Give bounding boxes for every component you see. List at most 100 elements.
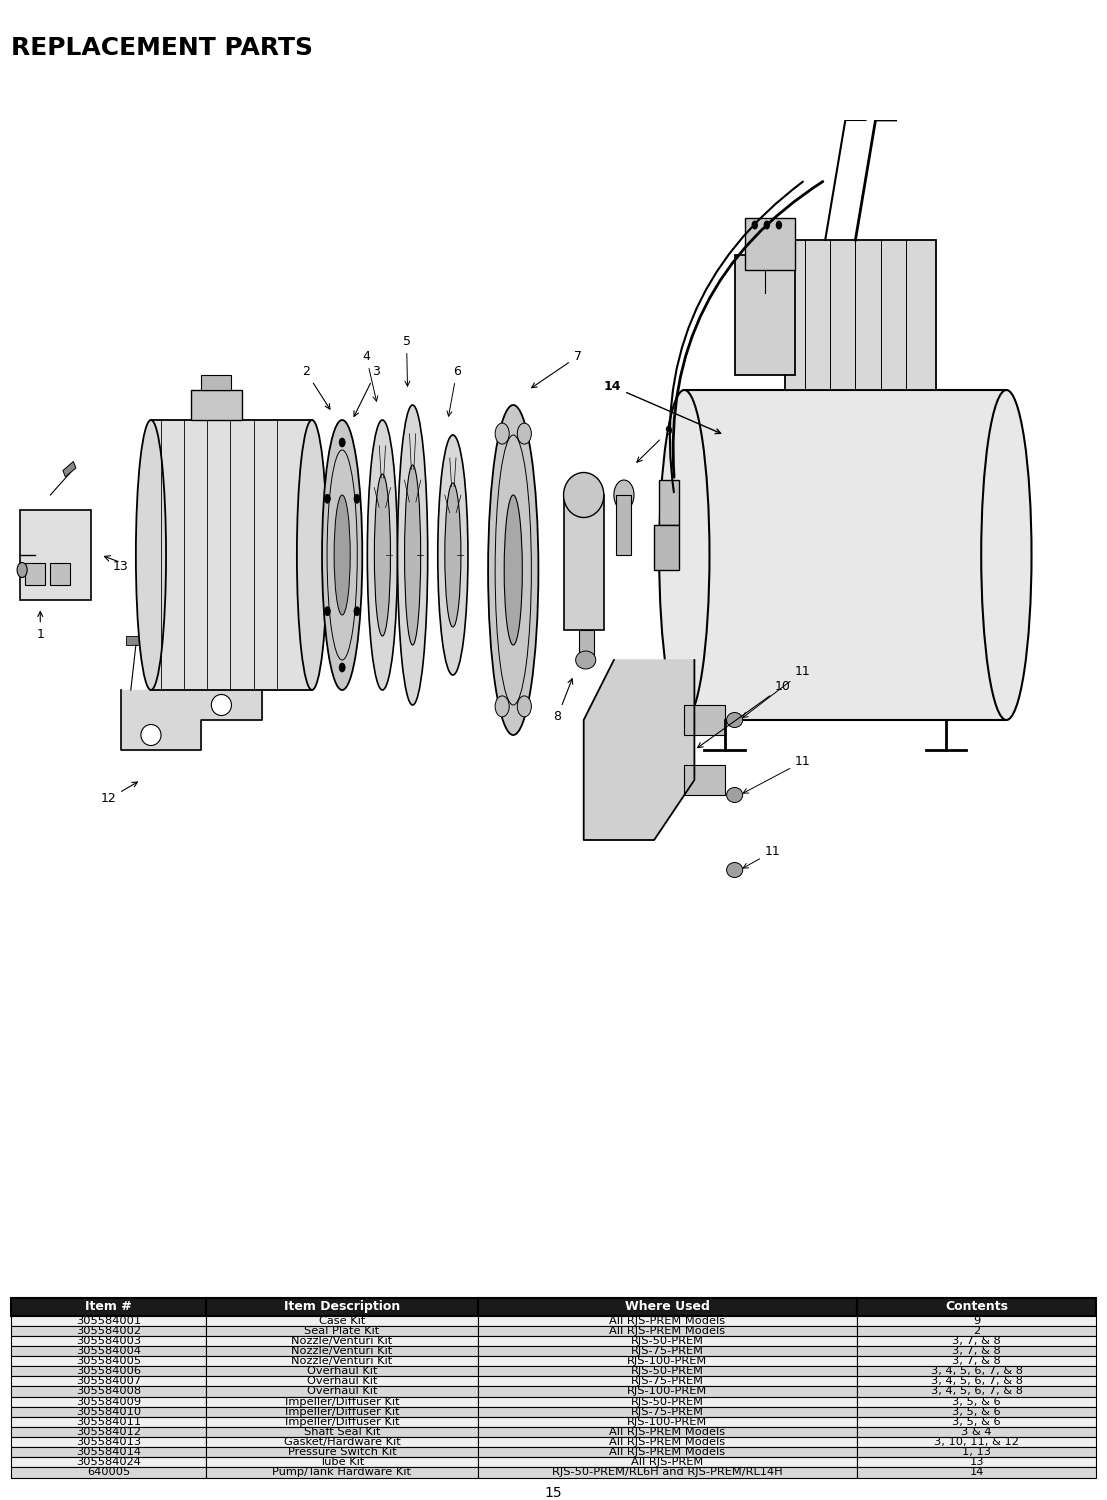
Bar bbox=[11, 1396, 206, 1407]
Text: All RJS-PREM Models: All RJS-PREM Models bbox=[609, 1426, 725, 1437]
Text: 3: 3 bbox=[354, 364, 380, 417]
Text: 305584014: 305584014 bbox=[76, 1448, 142, 1456]
Text: 305584012: 305584012 bbox=[76, 1426, 142, 1437]
Text: Where Used: Where Used bbox=[625, 1300, 710, 1312]
Bar bbox=[206, 1467, 477, 1478]
Bar bbox=[11, 1467, 206, 1478]
Text: All RJS-PREM Models: All RJS-PREM Models bbox=[609, 1437, 725, 1448]
Text: 305584024: 305584024 bbox=[76, 1458, 142, 1467]
Text: Item #: Item # bbox=[85, 1300, 132, 1312]
Bar bbox=[857, 1426, 1096, 1437]
Bar bbox=[477, 1326, 857, 1335]
Bar bbox=[206, 1356, 477, 1366]
Ellipse shape bbox=[354, 606, 360, 615]
Circle shape bbox=[776, 222, 782, 230]
Ellipse shape bbox=[504, 495, 523, 645]
Bar bbox=[477, 1298, 857, 1316]
Bar bbox=[25, 562, 45, 585]
Text: 12: 12 bbox=[101, 782, 137, 806]
Bar bbox=[477, 1467, 857, 1478]
Ellipse shape bbox=[339, 663, 345, 672]
Text: 3, 7, & 8: 3, 7, & 8 bbox=[952, 1346, 1001, 1356]
Ellipse shape bbox=[488, 405, 538, 735]
Ellipse shape bbox=[368, 420, 397, 690]
Bar bbox=[857, 1416, 1096, 1426]
Text: 8: 8 bbox=[554, 678, 572, 723]
Bar bbox=[11, 1437, 206, 1448]
Text: Case Kit: Case Kit bbox=[319, 1316, 365, 1326]
Text: Tube Kit: Tube Kit bbox=[319, 1458, 364, 1467]
Bar bbox=[63, 462, 76, 477]
Ellipse shape bbox=[374, 474, 391, 636]
Text: 3, 5, & 6: 3, 5, & 6 bbox=[952, 1418, 1001, 1426]
Ellipse shape bbox=[726, 862, 743, 877]
Bar bbox=[615, 495, 631, 555]
Polygon shape bbox=[121, 690, 261, 750]
Text: 1, 13: 1, 13 bbox=[962, 1448, 991, 1456]
Bar bbox=[684, 705, 725, 735]
Bar bbox=[477, 1377, 857, 1386]
Bar bbox=[206, 1437, 477, 1448]
Bar bbox=[477, 1346, 857, 1356]
Bar bbox=[11, 1407, 206, 1416]
Bar bbox=[477, 1316, 857, 1326]
Bar bbox=[857, 1448, 1096, 1458]
Bar bbox=[192, 390, 241, 420]
Bar bbox=[11, 1458, 206, 1467]
Text: 1: 1 bbox=[37, 612, 44, 640]
Ellipse shape bbox=[437, 435, 468, 675]
Ellipse shape bbox=[659, 390, 710, 720]
Text: Overhaul Kit: Overhaul Kit bbox=[307, 1386, 377, 1396]
Bar bbox=[563, 495, 603, 630]
Bar bbox=[857, 1336, 1096, 1346]
Bar bbox=[11, 1377, 206, 1386]
Bar bbox=[477, 1407, 857, 1416]
Text: All RJS-PREM: All RJS-PREM bbox=[631, 1458, 704, 1467]
Text: 11: 11 bbox=[743, 664, 810, 717]
Ellipse shape bbox=[297, 420, 327, 690]
Bar bbox=[477, 1336, 857, 1346]
Text: 11: 11 bbox=[743, 844, 780, 868]
Bar bbox=[857, 1326, 1096, 1335]
Ellipse shape bbox=[495, 696, 509, 717]
Text: RJS-100-PREM: RJS-100-PREM bbox=[628, 1356, 707, 1366]
Ellipse shape bbox=[495, 423, 509, 444]
Circle shape bbox=[753, 222, 757, 230]
Bar bbox=[206, 1326, 477, 1335]
Ellipse shape bbox=[324, 606, 330, 615]
Ellipse shape bbox=[141, 724, 161, 746]
Text: 305584013: 305584013 bbox=[76, 1437, 142, 1448]
Text: 2: 2 bbox=[973, 1326, 980, 1335]
Bar bbox=[206, 1386, 477, 1396]
Bar bbox=[477, 1356, 857, 1366]
Text: 2: 2 bbox=[302, 364, 330, 410]
Text: Pump/Tank Hardware Kit: Pump/Tank Hardware Kit bbox=[272, 1467, 412, 1478]
Text: 14: 14 bbox=[970, 1467, 984, 1478]
Text: 13: 13 bbox=[970, 1458, 984, 1467]
Ellipse shape bbox=[517, 423, 531, 444]
Ellipse shape bbox=[322, 420, 362, 690]
Text: 13: 13 bbox=[113, 560, 128, 573]
Text: 3, 5, & 6: 3, 5, & 6 bbox=[952, 1396, 1001, 1407]
Bar bbox=[11, 1298, 206, 1316]
Text: 3, 10, 11, & 12: 3, 10, 11, & 12 bbox=[934, 1437, 1020, 1448]
Ellipse shape bbox=[404, 465, 421, 645]
Text: 640005: 640005 bbox=[87, 1467, 131, 1478]
Bar bbox=[477, 1386, 857, 1396]
Bar bbox=[579, 630, 593, 660]
Bar bbox=[477, 1426, 857, 1437]
Bar bbox=[735, 255, 795, 375]
Text: Overhaul Kit: Overhaul Kit bbox=[307, 1377, 377, 1386]
Circle shape bbox=[764, 222, 769, 230]
Text: Contents: Contents bbox=[945, 1300, 1008, 1312]
Bar bbox=[151, 420, 312, 690]
Text: 14: 14 bbox=[603, 380, 721, 433]
Text: 305584006: 305584006 bbox=[76, 1366, 142, 1376]
Bar bbox=[206, 1298, 477, 1316]
Text: 305584001: 305584001 bbox=[76, 1316, 142, 1326]
Text: 11: 11 bbox=[743, 754, 810, 794]
Ellipse shape bbox=[981, 390, 1032, 720]
Bar bbox=[659, 480, 680, 525]
Bar bbox=[477, 1458, 857, 1467]
Text: 305584004: 305584004 bbox=[76, 1346, 142, 1356]
